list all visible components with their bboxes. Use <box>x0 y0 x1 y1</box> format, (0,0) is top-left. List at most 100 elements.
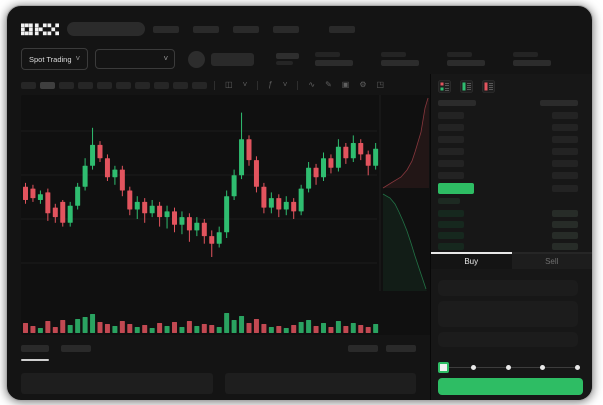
toolbar-divider <box>257 80 259 90</box>
timeframe-button[interactable] <box>173 81 188 89</box>
ask-amount-bar <box>552 160 578 167</box>
ask-price-bar <box>438 160 464 167</box>
bottom-panel-placeholder <box>21 373 213 394</box>
pair-name-placeholder <box>211 52 255 66</box>
nav-item-placeholder[interactable] <box>273 25 299 33</box>
fullscreen-icon[interactable]: ◳ <box>376 80 385 89</box>
orderbook-ask-row[interactable] <box>438 136 578 143</box>
okx-logo-icon[interactable]: OKX <box>21 22 59 36</box>
pair-selector[interactable]: ˅ <box>95 49 176 69</box>
orderbook-mode-asks-icon[interactable] <box>482 80 495 93</box>
stat-label-placeholder <box>381 52 407 57</box>
stat-value-placeholder <box>381 60 420 66</box>
search-input[interactable] <box>67 22 145 36</box>
orderbook-mode-switcher <box>438 80 495 93</box>
price-chart[interactable] <box>21 95 435 335</box>
stat-label-placeholder <box>513 52 539 57</box>
orderbook-bid-row[interactable] <box>438 221 578 228</box>
trade-side-tabs: Buy Sell <box>431 252 592 269</box>
bid-price-bar <box>438 232 464 239</box>
timeframe-button[interactable] <box>116 81 131 89</box>
ticker-stat <box>513 52 552 66</box>
market-type-label: Spot Trading <box>29 54 72 64</box>
timeframe-button[interactable] <box>154 81 169 89</box>
bid-price-bar <box>438 210 464 217</box>
orderbook-ask-row[interactable] <box>438 148 578 155</box>
chart-toolbar: ◫ ˅ ƒ ˅ ∿ ✎ ▣ ⚙ ◳ <box>21 78 422 92</box>
price-chart-svg[interactable] <box>21 95 435 335</box>
orderbook-ask-row[interactable] <box>438 124 578 131</box>
ask-price-bar <box>438 112 464 119</box>
slider-stop-dot[interactable] <box>505 365 511 370</box>
ask-amount-bar <box>552 136 578 143</box>
orderbook-ask-row[interactable] <box>438 172 578 179</box>
ask-price-bar <box>438 148 464 155</box>
orderbook-mode-bids-icon[interactable] <box>460 80 473 93</box>
ticker-stat <box>381 52 420 66</box>
indicators-icon[interactable]: ƒ <box>268 80 273 89</box>
tab-buy[interactable]: Buy <box>431 252 512 269</box>
timeframe-button[interactable] <box>59 81 74 89</box>
ask-amount-bar <box>552 185 578 192</box>
nav-item-placeholder[interactable] <box>233 25 259 33</box>
buy-submit-button[interactable] <box>438 378 583 395</box>
nav-menu <box>153 25 355 33</box>
orderbook-header <box>438 100 578 106</box>
orderbook-mode-all-icon[interactable] <box>438 80 451 93</box>
index-price-placeholder <box>438 198 460 204</box>
orderbook-ask-row[interactable] <box>438 160 578 167</box>
orderbook-bid-row[interactable] <box>438 243 578 250</box>
chart-tab-placeholder[interactable] <box>21 345 49 361</box>
amount-percent-slider[interactable] <box>438 362 580 373</box>
bid-amount-bar <box>552 243 578 250</box>
last-price-block <box>276 53 300 65</box>
total-field[interactable] <box>438 332 578 347</box>
chevron-down-icon[interactable]: ˅ <box>242 80 248 89</box>
chevron-down-icon[interactable]: ˅ <box>282 80 288 89</box>
bid-amount-bar <box>552 232 578 239</box>
settings-icon[interactable]: ⚙ <box>359 80 367 89</box>
timeframe-button[interactable] <box>40 81 55 89</box>
nav-item-placeholder[interactable] <box>153 25 179 33</box>
draw-icon[interactable]: ✎ <box>325 80 332 89</box>
chevron-down-icon: ˅ <box>75 54 81 63</box>
orderbook-ask-row[interactable] <box>438 112 578 119</box>
ask-price-bar <box>438 124 464 131</box>
slider-handle[interactable] <box>438 362 449 373</box>
camera-icon[interactable]: ▣ <box>341 80 350 89</box>
price-field[interactable] <box>438 280 578 296</box>
bottom-panel-placeholder <box>224 373 416 394</box>
market-type-selector[interactable]: Spot Trading ˅ <box>21 48 89 70</box>
timeframe-button[interactable] <box>78 81 93 89</box>
amount-field[interactable] <box>438 301 578 327</box>
timeframe-button[interactable] <box>135 81 150 89</box>
chart-bottom-tabs <box>21 345 416 363</box>
chart-tab-placeholder[interactable] <box>348 345 378 352</box>
ticker-bar: Spot Trading ˅ ˅ <box>21 46 578 72</box>
toolbar-divider <box>214 80 215 90</box>
chart-tab-placeholder[interactable] <box>386 345 416 352</box>
bid-amount-bar <box>552 210 578 217</box>
coin-avatar <box>188 50 206 68</box>
slider-stop-dot[interactable] <box>575 365 580 370</box>
slider-stop-dot[interactable] <box>540 365 546 370</box>
chart-tab-placeholder[interactable] <box>61 345 91 352</box>
nav-item-placeholder[interactable] <box>329 25 355 33</box>
nav-item-placeholder[interactable] <box>193 25 219 33</box>
orderbook-bid-row[interactable] <box>438 210 578 217</box>
ticker-stats <box>315 52 552 66</box>
slider-stop-dot[interactable] <box>470 365 476 370</box>
chart-type-icon[interactable]: ◫ <box>225 80 233 89</box>
timeframe-button[interactable] <box>192 81 207 89</box>
line-style-icon[interactable]: ∿ <box>308 80 316 89</box>
price-placeholder <box>276 53 300 59</box>
last-price-badge[interactable] <box>438 183 474 194</box>
stat-value-placeholder <box>447 60 486 66</box>
timeframe-button[interactable] <box>21 81 36 89</box>
ask-amount-bar <box>552 148 578 155</box>
timeframe-button[interactable] <box>97 81 112 89</box>
orderbook-bid-row[interactable] <box>438 232 578 239</box>
tab-sell[interactable]: Sell <box>511 252 592 269</box>
bid-price-bar <box>438 243 464 250</box>
ticker-stat <box>315 52 354 66</box>
